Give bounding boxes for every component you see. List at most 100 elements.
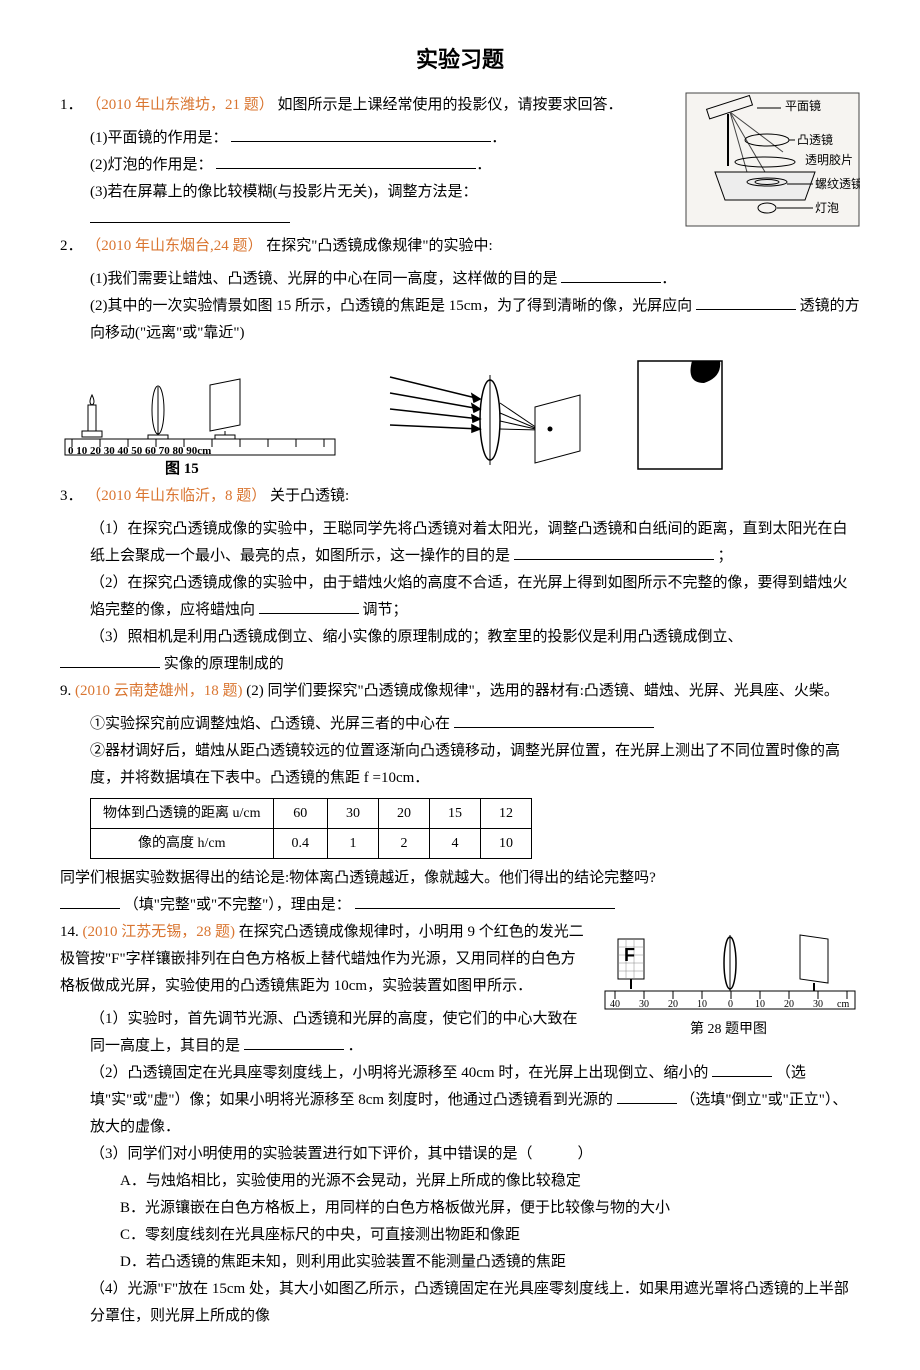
table-cell: 30 — [328, 798, 379, 828]
svg-text:40: 40 — [610, 999, 620, 1010]
q1-sub2-label: (2)灯泡的作用是： — [90, 157, 213, 173]
table-cell: 20 — [379, 798, 430, 828]
q14-sub1-end: ． — [348, 1038, 363, 1054]
table-cell: 2 — [379, 828, 430, 858]
svg-text:透明胶片: 透明胶片 — [805, 152, 853, 167]
table-cell: 10 — [481, 828, 532, 858]
svg-text:第 28 题甲图: 第 28 题甲图 — [690, 1020, 767, 1037]
svg-text:螺纹透镜: 螺纹透镜 — [815, 176, 860, 191]
lens-rays-figure — [380, 365, 590, 475]
svg-text:灯泡: 灯泡 — [815, 201, 839, 215]
q9-sub1-label: ①实验探究前应调整烛焰、凸透镜、光屏三者的中心在 — [90, 716, 450, 732]
q14-source: (2010 江苏无锡，28 题) — [83, 924, 236, 940]
option-c: C．零刻度线刻在光具座标尺的中央，可直接测出物距和像距 — [60, 1222, 860, 1249]
page-title: 实验习题 — [60, 40, 860, 80]
optical-bench-figure-2: F 40 30 20 10 0 10 20 30 cm 第 28 题甲图 — [600, 925, 860, 1040]
q3-text: 关于凸透镜: — [270, 488, 349, 504]
q3-source: （2010 年山东临沂，8 题） — [86, 488, 266, 504]
option-a: A．与烛焰相比，实验使用的光源不会晃动，光屏上所成的像比较稳定 — [60, 1168, 860, 1195]
blank — [259, 599, 359, 614]
blank — [90, 208, 290, 223]
q1-sub3-label: (3)若在屏幕上的像比较模糊(与投影片无关)，调整方法是： — [90, 184, 477, 200]
q9-fill-label: （填"完整"或"不完整"），理由是： — [124, 897, 351, 913]
q9-source: (2010 云南楚雄州，18 题) — [75, 683, 246, 699]
q3-sub3-label-b: 实像的原理制成的 — [164, 656, 284, 672]
table-cell: 1 — [328, 828, 379, 858]
problem-2: 2． （2010 年山东烟台,24 题） 在探究"凸透镜成像规律"的实验中: — [60, 233, 860, 260]
blank — [60, 653, 160, 668]
blank — [514, 545, 714, 560]
q9-sub2-label: ②器材调好后，蜡烛从距凸透镜较远的位置逐渐向凸透镜移动，调整光屏位置，在光屏上测… — [90, 743, 840, 786]
q2-sub1-label: (1)我们需要让蜡烛、凸透镜、光屏的中心在同一高度，这样做的目的是 — [90, 271, 558, 287]
svg-text:10: 10 — [697, 999, 707, 1010]
table-row: 像的高度 h/cm 0.4 1 2 4 10 — [91, 828, 532, 858]
q14-sub4: （4）光源"F"放在 15cm 处，其大小如图乙所示，凸透镜固定在光具座零刻度线… — [60, 1276, 860, 1330]
option-b: B．光源镶嵌在白色方格板上，用同样的白色方格板做光屏，便于比较像与物的大小 — [60, 1195, 860, 1222]
q9-sub2: ②器材调好后，蜡烛从距凸透镜较远的位置逐渐向凸透镜移动，调整光屏位置，在光屏上测… — [60, 738, 860, 792]
q14-sub2-label-a: （2）凸透镜固定在光具座零刻度线上，小明将光源移至 40cm 时，在光屏上出现倒… — [90, 1065, 708, 1081]
q3-sub3-label-a: （3）照相机是利用凸透镜成倒立、缩小实像的原理制成的；教室里的投影仪是利用凸透镜… — [90, 629, 743, 645]
q3-sub3: （3）照相机是利用凸透镜成倒立、缩小实像的原理制成的；教室里的投影仪是利用凸透镜… — [60, 624, 860, 678]
blank — [60, 894, 120, 909]
q3-sub1-label: （1）在探究凸透镜成像的实验中，王聪同学先将凸透镜对着太阳光，调整凸透镜和白纸间… — [90, 521, 848, 564]
q3-sub1-end: ； — [718, 548, 733, 564]
data-table: 物体到凸透镜的距离 u/cm 60 30 20 15 12 像的高度 h/cm … — [90, 798, 532, 859]
q9-sub1: ①实验探究前应调整烛焰、凸透镜、光屏三者的中心在 — [60, 711, 860, 738]
blank — [696, 295, 796, 310]
blank — [712, 1062, 772, 1077]
q14-sub2: （2）凸透镜固定在光具座零刻度线上，小明将光源移至 40cm 时，在光屏上出现倒… — [60, 1060, 860, 1141]
q2-sub1: (1)我们需要让蜡烛、凸透镜、光屏的中心在同一高度，这样做的目的是 ． — [60, 266, 860, 293]
q2-sub2: (2)其中的一次实验情景如图 15 所示，凸透镜的焦距是 15cm，为了得到清晰… — [60, 293, 860, 347]
q2-sub2-label-a: (2)其中的一次实验情景如图 15 所示，凸透镜的焦距是 15cm，为了得到清晰… — [90, 298, 692, 314]
table-cell: 0.4 — [273, 828, 328, 858]
svg-text:30: 30 — [813, 999, 823, 1010]
svg-text:凸透镜: 凸透镜 — [797, 132, 833, 147]
q3-sub2-label-a: （2）在探究凸透镜成像的实验中，由于蜡烛火焰的高度不合适，在光屏上得到如图所示不… — [90, 575, 848, 618]
blank — [355, 894, 615, 909]
blank — [617, 1089, 677, 1104]
q2-text: 在探究"凸透镜成像规律"的实验中: — [266, 238, 492, 254]
svg-text:0 10 20 30 40 50 60 70 80 90cm: 0 10 20 30 40 50 60 70 80 90cm — [68, 445, 211, 457]
q3-sub2-label-b: 调节； — [363, 602, 408, 618]
q3-sub2: （2）在探究凸透镜成像的实验中，由于蜡烛火焰的高度不合适，在光屏上得到如图所示不… — [60, 570, 860, 624]
blank — [454, 713, 654, 728]
q9-fill: （填"完整"或"不完整"），理由是： — [60, 892, 860, 919]
svg-text:cm: cm — [837, 999, 849, 1010]
table-cell: 60 — [273, 798, 328, 828]
q14-sub3-label: （3）同学们对小明使用的实验装置进行如下评价，其中错误的是（ ） — [90, 1146, 593, 1162]
svg-text:0: 0 — [728, 999, 733, 1010]
q9-text: (2) 同学们要探究"凸透镜成像规律"，选用的器材有:凸透镜、蜡烛、光屏、光具座… — [246, 683, 839, 699]
svg-text:10: 10 — [755, 999, 765, 1010]
q1-source: （2010 年山东潍坊，21 题） — [86, 97, 274, 113]
table-cell: 12 — [481, 798, 532, 828]
q2-number: 2． — [60, 238, 83, 254]
q9-number: 9. — [60, 683, 71, 699]
q3-sub1: （1）在探究凸透镜成像的实验中，王聪同学先将凸透镜对着太阳光，调整凸透镜和白纸间… — [60, 516, 860, 570]
svg-text:20: 20 — [784, 999, 794, 1010]
table-row: 物体到凸透镜的距离 u/cm 60 30 20 15 12 — [91, 798, 532, 828]
q3-number: 3． — [60, 488, 83, 504]
blank — [244, 1035, 344, 1050]
problem-3: 3． （2010 年山东临沂，8 题） 关于凸透镜: — [60, 483, 860, 510]
table-header: 物体到凸透镜的距离 u/cm — [91, 798, 274, 828]
q2-source: （2010 年山东烟台,24 题） — [86, 238, 262, 254]
q1-sub1-label: (1)平面镜的作用是： — [90, 130, 228, 146]
q14-sub3: （3）同学们对小明使用的实验装置进行如下评价，其中错误的是（ ） — [60, 1141, 860, 1168]
blank — [561, 268, 661, 283]
q1-number: 1． — [60, 97, 83, 113]
figure-row: 0 10 20 30 40 50 60 70 80 90cm 图 15 — [60, 355, 860, 475]
q1-text: 如图所示是上课经常使用的投影仪，请按要求回答． — [278, 97, 623, 113]
table-header: 像的高度 h/cm — [91, 828, 274, 858]
screen-partial-image-figure — [630, 355, 730, 475]
svg-text:平面镜: 平面镜 — [785, 98, 821, 113]
option-d: D．若凸透镜的焦距未知，则利用此实验装置不能测量凸透镜的焦距 — [60, 1249, 860, 1276]
q14-number: 14. — [60, 924, 79, 940]
table-cell: 4 — [430, 828, 481, 858]
q14-sub4-label: （4）光源"F"放在 15cm 处，其大小如图乙所示，凸透镜固定在光具座零刻度线… — [90, 1281, 849, 1324]
svg-text:F: F — [624, 945, 635, 965]
q9-conclusion: 同学们根据实验数据得出的结论是:物体离凸透镜越近，像就越大。他们得出的结论完整吗… — [60, 865, 860, 892]
q9-conclusion-text: 同学们根据实验数据得出的结论是:物体离凸透镜越近，像就越大。他们得出的结论完整吗… — [60, 870, 656, 886]
svg-text:图 15: 图 15 — [165, 460, 199, 475]
blank — [231, 127, 491, 142]
svg-text:20: 20 — [668, 999, 678, 1010]
